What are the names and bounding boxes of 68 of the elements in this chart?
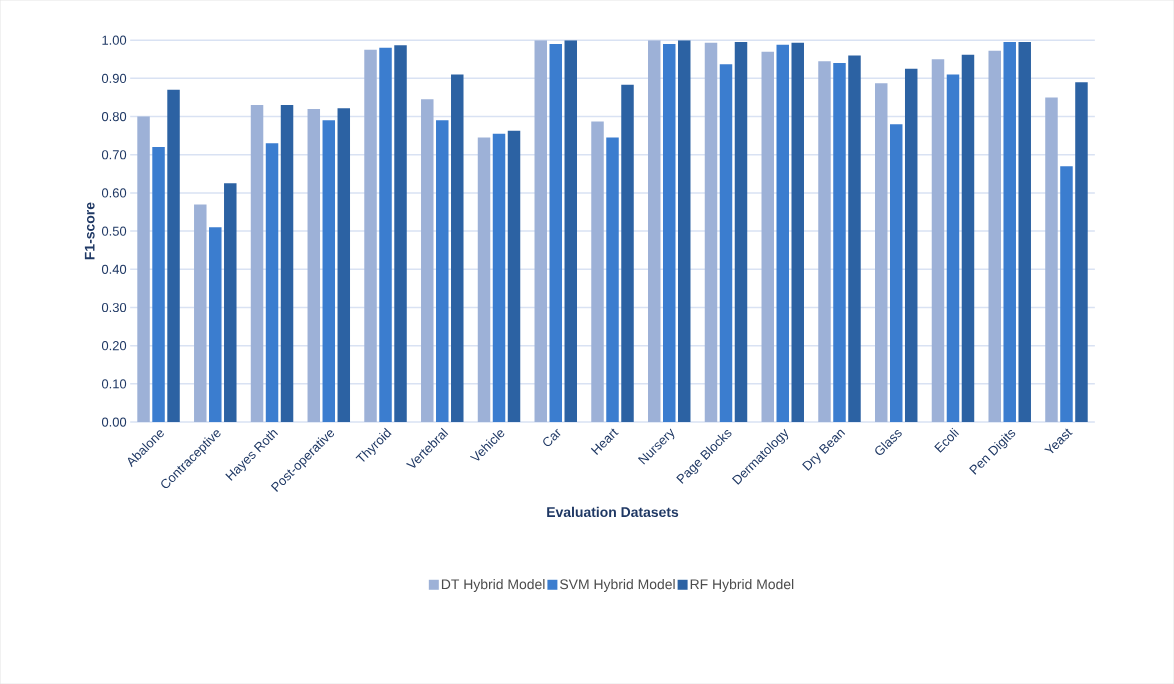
bar — [492, 133, 506, 422]
x-tick-label: Car — [543, 428, 561, 447]
bar — [421, 99, 434, 422]
bar — [436, 120, 449, 422]
y-tick-label: 0.90 — [101, 73, 127, 83]
bar — [704, 42, 718, 422]
bar — [1003, 42, 1016, 422]
bar — [280, 105, 294, 422]
bar — [848, 55, 861, 422]
bar — [761, 51, 774, 422]
bar — [322, 120, 336, 422]
bar — [152, 147, 165, 422]
bar — [507, 130, 521, 422]
bar — [477, 137, 491, 422]
bar — [265, 143, 279, 422]
bar — [250, 105, 264, 422]
bar — [167, 89, 180, 422]
bar — [307, 108, 321, 422]
y-tick-label: 1.00 — [102, 35, 127, 45]
bar — [224, 183, 237, 422]
bar — [818, 61, 831, 422]
legend-label: DT Hybrid Model — [441, 578, 545, 592]
bar — [606, 137, 619, 422]
x-axis-title: Evaluation Datasets — [547, 506, 679, 517]
bar — [1045, 97, 1058, 422]
bar — [874, 83, 888, 422]
bar — [833, 63, 846, 422]
bar — [791, 42, 804, 422]
bar — [961, 54, 975, 422]
bar — [534, 40, 548, 422]
bar — [1060, 166, 1073, 422]
bar — [663, 43, 676, 422]
y-tick-label: 0.40 — [101, 264, 127, 274]
bar — [451, 74, 464, 422]
y-tick-label: 0.10 — [101, 379, 127, 389]
bar — [678, 40, 691, 422]
bar — [591, 121, 604, 422]
legend-label: SVM Hybrid Model — [560, 578, 675, 592]
bar — [549, 43, 563, 422]
bar — [946, 74, 960, 422]
bar — [621, 84, 634, 422]
bar — [889, 124, 903, 422]
bar — [137, 116, 150, 422]
y-tick-label: 0.20 — [101, 341, 127, 351]
bar — [1018, 42, 1031, 422]
bar — [648, 40, 661, 422]
bar — [719, 64, 733, 422]
bar — [364, 49, 377, 422]
y-tick-label: 0.60 — [101, 188, 127, 198]
y-tick-label: 0.80 — [101, 111, 127, 122]
bar — [379, 47, 392, 422]
y-tick-label: 0.50 — [101, 226, 127, 236]
y-axis-title: F1-score — [84, 202, 95, 260]
y-tick-label: 0.00 — [101, 417, 127, 427]
bar — [394, 45, 407, 422]
bar — [194, 204, 207, 422]
bar — [209, 227, 222, 422]
bar — [904, 68, 918, 422]
bar — [564, 40, 577, 422]
bar — [988, 50, 1001, 422]
bar — [1075, 82, 1088, 422]
y-tick-label: 0.70 — [101, 150, 127, 160]
bar — [734, 42, 748, 422]
legend-label: RF Hybrid Model — [690, 578, 794, 592]
bar — [931, 59, 945, 422]
bar — [337, 108, 351, 422]
y-tick-label: 0.30 — [101, 302, 127, 312]
bar — [776, 44, 789, 422]
